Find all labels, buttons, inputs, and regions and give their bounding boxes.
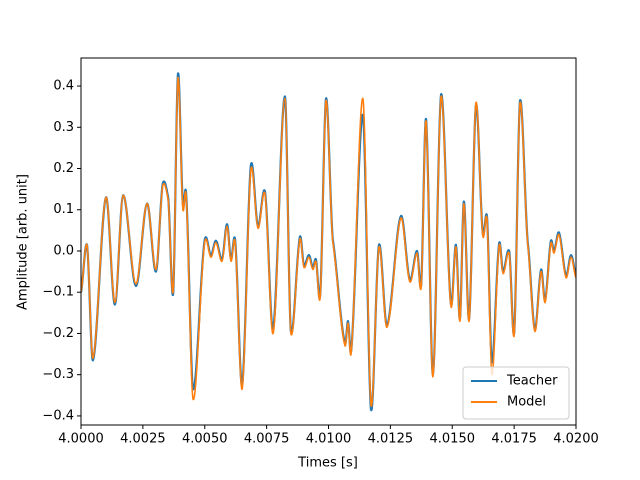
x-tick-label: 4.0125 xyxy=(368,432,414,447)
x-axis-label: Times [s] xyxy=(297,456,358,471)
x-tick-label: 4.0075 xyxy=(244,432,290,447)
legend-label: Model xyxy=(507,395,546,410)
x-tick-label: 4.0200 xyxy=(553,432,599,447)
y-tick-label: 0.1 xyxy=(53,202,74,217)
y-tick-label: 0.0 xyxy=(53,243,74,258)
y-tick-label: 0.2 xyxy=(53,161,74,176)
x-tick-label: 4.0000 xyxy=(58,432,104,447)
y-axis-label: Amplitude [arb. unit] xyxy=(16,174,31,310)
y-tick-label: 0.4 xyxy=(53,79,74,94)
y-tick-label: −0.3 xyxy=(42,367,74,382)
plot-frame xyxy=(80,57,577,426)
legend-label: Teacher xyxy=(506,374,558,389)
y-tick-label: 0.3 xyxy=(53,120,74,135)
x-tick-label: 4.0025 xyxy=(120,432,166,447)
x-tick-label: 4.0100 xyxy=(306,432,352,447)
y-tick-label: −0.2 xyxy=(42,326,74,341)
data-line xyxy=(81,76,576,407)
y-tick-label: −0.1 xyxy=(42,285,74,300)
x-tick-label: 4.0175 xyxy=(491,432,537,447)
x-tick-label: 4.0050 xyxy=(182,432,228,447)
x-tick-label: 4.0150 xyxy=(430,432,476,447)
y-tick-label: −0.4 xyxy=(42,408,74,423)
